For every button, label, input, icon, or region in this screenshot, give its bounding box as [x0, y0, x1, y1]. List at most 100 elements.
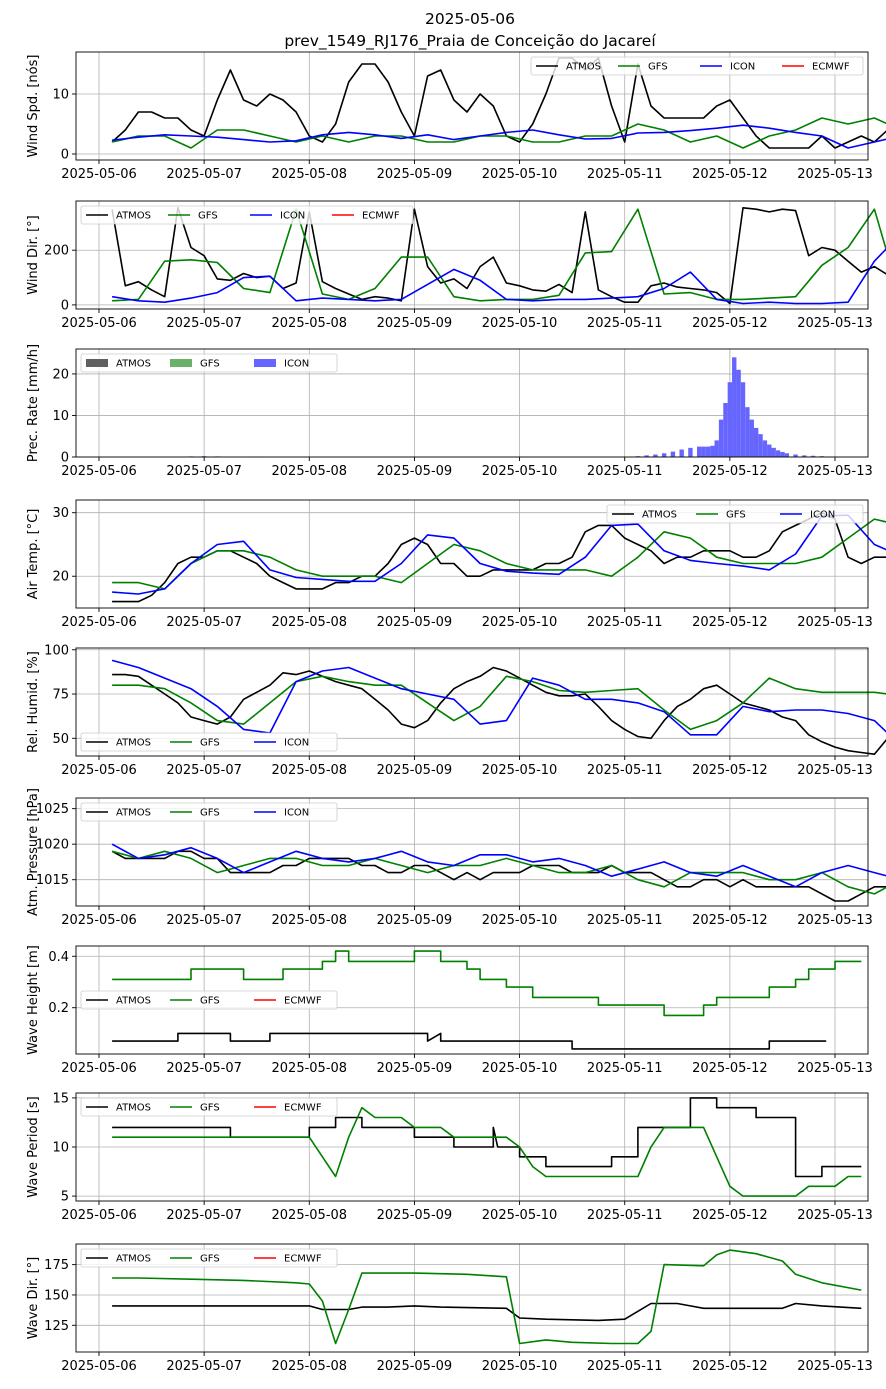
- bar-icon: [736, 369, 741, 457]
- panel-9: 125 150 175 2025-05-06 2025-05-07 2025-05-08 2…: [26, 1243, 873, 1374]
- x-tick-label: 2025-05-08: [272, 615, 348, 630]
- legend-box: [80, 732, 338, 752]
- x-tick-label: 2025-05-10: [482, 913, 558, 928]
- legend-label-ecmwf: ECMWF: [284, 1254, 322, 1265]
- x-tick-label: 2025-05-09: [377, 615, 453, 630]
- x-tick-label: 2025-05-13: [797, 1208, 873, 1223]
- legend-box: [80, 1248, 338, 1268]
- bar-icon: [705, 446, 711, 457]
- x-tick-label: 2025-05-10: [482, 615, 558, 630]
- y-tick-label: 10: [52, 88, 69, 103]
- series-line-atmos: [111, 850, 886, 902]
- series-line-atmos: [112, 666, 886, 756]
- legend-label-icon: ICON: [284, 808, 309, 819]
- x-tick-label: 2025-05-06: [61, 1208, 137, 1223]
- x-tick-label: 2025-05-06: [61, 1359, 137, 1374]
- bar-icon: [758, 434, 763, 457]
- legend-label-icon: ICON: [284, 738, 309, 749]
- x-tick-label: 2025-05-08: [272, 763, 348, 778]
- x-tick-label: 2025-05-09: [377, 1359, 453, 1374]
- x-tick-label: 2025-05-08: [272, 167, 348, 182]
- legend-label-atmos: ATMOS: [116, 808, 151, 819]
- y-tick-label: 75: [52, 688, 69, 703]
- series-line-gfs: [112, 675, 886, 731]
- legend-box: [530, 56, 864, 76]
- y-tick-label: 10: [52, 409, 69, 424]
- bar-icon: [745, 407, 750, 457]
- series-line-gfs: [112, 518, 886, 590]
- figure-subtitle: prev_1549_RJ176_Praia de Conceição do Ja…: [284, 32, 656, 51]
- x-tick-label: 2025-05-10: [482, 316, 558, 331]
- x-tick-label: 2025-05-12: [692, 464, 768, 479]
- legend-label-atmos: ATMOS: [116, 1254, 151, 1265]
- legend-box: [80, 353, 338, 373]
- legend-label-gfs: GFS: [200, 808, 220, 819]
- y-axis-label: Wave Height [m]: [26, 945, 41, 1055]
- legend-label-gfs: GFS: [200, 996, 220, 1007]
- y-tick-label: 150: [44, 1288, 69, 1303]
- plot-frame: [75, 945, 869, 1055]
- bar-icon: [753, 427, 759, 457]
- x-tick-label: 2025-05-12: [692, 1061, 768, 1076]
- series-line-atmos: [112, 1097, 862, 1178]
- x-tick-label: 2025-05-08: [272, 1208, 348, 1223]
- x-tick-label: 2025-05-11: [587, 1208, 663, 1223]
- bar-icon: [688, 447, 693, 457]
- legend-label-gfs: GFS: [200, 738, 220, 749]
- x-tick-label: 2025-05-10: [482, 1359, 558, 1374]
- bar-icon: [793, 454, 798, 457]
- x-tick-label: 2025-05-10: [482, 763, 558, 778]
- series-line-gfs: [112, 1249, 862, 1345]
- y-axis-label: Wind Dir. [°]: [26, 215, 41, 295]
- plot-frame: [75, 200, 869, 310]
- x-tick-label: 2025-05-08: [272, 1061, 348, 1076]
- x-tick-label: 2025-05-07: [166, 167, 242, 182]
- panel-4: 20 30 2025-05-06 2025-05-07 2025-05-08 2025-0…: [26, 499, 886, 630]
- x-tick-label: 2025-05-10: [482, 464, 558, 479]
- legend-label-icon: ICON: [280, 211, 305, 222]
- y-tick-label: 0.4: [48, 950, 69, 965]
- x-tick-label: 2025-05-09: [377, 316, 453, 331]
- x-tick-label: 2025-05-08: [272, 464, 348, 479]
- x-tick-label: 2025-05-11: [587, 615, 663, 630]
- series-line-atmos: [111, 207, 886, 305]
- y-tick-label: 30: [52, 506, 69, 521]
- legend-label-atmos: ATMOS: [116, 211, 151, 222]
- y-tick-label: 10: [52, 1141, 69, 1156]
- x-tick-label: 2025-05-13: [797, 1359, 873, 1374]
- plot-frame: [75, 1243, 869, 1353]
- bar-icon: [653, 454, 658, 457]
- bar-icon: [802, 455, 807, 457]
- y-axis-label: Wave Period [s]: [26, 1096, 41, 1197]
- x-tick-label: 2025-05-13: [797, 316, 873, 331]
- series-group: [111, 659, 886, 756]
- x-tick-label: 2025-05-12: [692, 167, 768, 182]
- series-line-icon: [111, 659, 886, 736]
- x-tick-label: 2025-05-11: [587, 763, 663, 778]
- x-tick-label: 2025-05-12: [692, 913, 768, 928]
- bar-icon: [767, 444, 772, 457]
- x-tick-label: 2025-05-11: [587, 167, 663, 182]
- legend-swatch-gfs: [170, 359, 192, 367]
- x-tick-label: 2025-05-07: [166, 763, 242, 778]
- bar-icon: [679, 449, 684, 457]
- y-tick-label: 20: [52, 570, 69, 585]
- plot-frame: [75, 499, 869, 609]
- x-tick-label: 2025-05-10: [482, 167, 558, 182]
- legend: ATMOS GFS ECMWF: [80, 990, 338, 1010]
- x-tick-label: 2025-05-12: [692, 615, 768, 630]
- x-tick-label: 2025-05-06: [61, 1061, 137, 1076]
- y-tick-label: 0: [61, 148, 69, 163]
- x-tick-label: 2025-05-12: [692, 1208, 768, 1223]
- y-tick-label: 15: [52, 1091, 69, 1106]
- x-tick-label: 2025-05-12: [692, 1359, 768, 1374]
- x-tick-label: 2025-05-06: [61, 615, 137, 630]
- panel-3: 0 10 20 2025-05-06 2025-05-07 2025-05-08 2025-…: [26, 344, 873, 479]
- panel-1: 0 10 2025-05-06 2025-05-07 2025-05-08 2025-05…: [26, 51, 886, 182]
- legend-label-atmos: ATMOS: [116, 1103, 151, 1114]
- y-axis-label: Rel. Humid. [%]: [26, 651, 41, 753]
- legend-box: [606, 504, 864, 524]
- legend-label-atmos: ATMOS: [566, 62, 601, 73]
- legend-box: [80, 990, 338, 1010]
- series-group: [112, 1097, 862, 1197]
